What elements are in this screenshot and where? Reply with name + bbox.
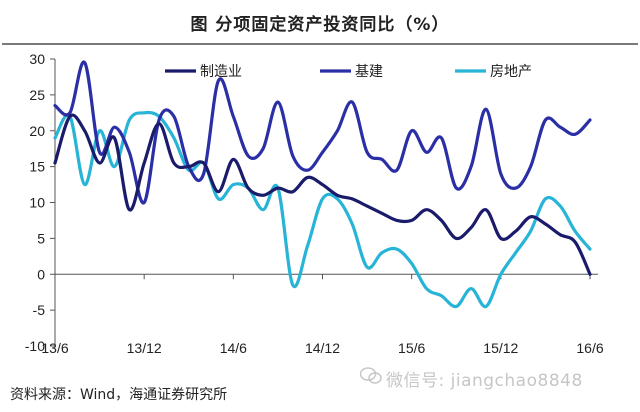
x-tick-label: 13/12 xyxy=(127,340,162,356)
x-tick-label: 14/12 xyxy=(305,340,340,356)
series-line xyxy=(53,60,592,205)
y-tick-label: -5 xyxy=(33,302,46,318)
series-line xyxy=(53,110,592,309)
legend-label: 制造业 xyxy=(200,64,242,80)
y-tick-label: 5 xyxy=(37,230,45,246)
watermark: 微信号: jiangchao8848 xyxy=(360,358,630,398)
y-tick-label: 0 xyxy=(37,266,45,282)
y-tick-label: -10 xyxy=(25,338,45,354)
wechat-icon xyxy=(360,367,382,384)
x-tick-label: 13/6 xyxy=(41,340,68,356)
x-tick-label: 15/6 xyxy=(398,340,425,356)
x-tick-label: 15/12 xyxy=(483,340,518,356)
y-tick-label: 10 xyxy=(29,195,45,211)
title-divider xyxy=(2,43,638,45)
y-tick-label: 15 xyxy=(29,159,45,175)
chart-series xyxy=(53,60,592,309)
source-note: 资料来源：Wind，海通证券研究所 xyxy=(10,387,228,403)
y-tick-label: 30 xyxy=(29,51,45,67)
legend-label: 房地产 xyxy=(490,64,532,80)
y-tick-label: 25 xyxy=(29,87,45,103)
x-tick-label: 14/6 xyxy=(220,340,247,356)
legend-label: 基建 xyxy=(355,63,383,80)
chart-title: 图 分项固定资产投资同比（%） xyxy=(190,15,450,35)
series-line xyxy=(53,113,592,276)
watermark-text: 微信号: jiangchao8848 xyxy=(386,371,583,391)
x-tick-label: 16/6 xyxy=(576,340,603,356)
title-bar: 图 分项固定资产投资同比（%） xyxy=(0,0,640,45)
y-tick-label: 20 xyxy=(29,123,45,139)
chart-legend: 制造业 基建 房地产 xyxy=(165,63,532,80)
